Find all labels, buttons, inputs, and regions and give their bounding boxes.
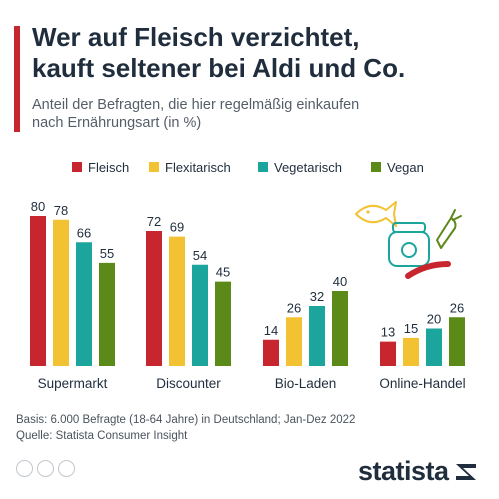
bar-bio-laden-flexitarisch — [286, 317, 302, 366]
bar-supermarkt-vegan — [99, 262, 115, 366]
chart-title-line-2: kauft seltener bei Aldi und Co. — [32, 53, 406, 83]
value-label-discounter-flexitarisch: 69 — [170, 220, 184, 235]
value-label-supermarkt-vegan: 55 — [100, 246, 114, 261]
legend-item-vegan: Vegan — [371, 159, 424, 175]
chart-subtitle-line-1: Anteil der Befragten, die hier regelmäßi… — [32, 97, 360, 113]
equals-icon[interactable] — [58, 460, 75, 477]
bar-online-handel-flexitarisch — [403, 337, 419, 366]
category-label-bio-laden: Bio-Laden — [275, 376, 337, 391]
value-label-discounter-vegan: 45 — [216, 265, 230, 280]
category-label-supermarkt: Supermarkt — [38, 376, 108, 391]
person-icon[interactable] — [37, 460, 54, 477]
bar-online-handel-vegetarisch — [426, 328, 442, 366]
bar-bio-laden-vegan — [332, 291, 348, 366]
value-label-bio-laden-flexitarisch: 26 — [287, 300, 301, 315]
legend-item-flexitarisch: Flexitarisch — [149, 159, 231, 175]
legend-swatch-vegetarisch — [258, 162, 268, 172]
value-label-group: 80 78 66 55 72 69 54 45 14 26 32 40 13 15 20 26 — [31, 199, 464, 340]
bar-group — [30, 216, 465, 366]
chart-subtitle: Anteil der Befragten, die hier regelmäßi… — [32, 96, 487, 132]
value-label-discounter-vegetarisch: 54 — [193, 248, 207, 263]
value-label-online-handel-vegan: 26 — [450, 300, 464, 315]
footer-source: Quelle: Statista Consumer Insight — [16, 430, 188, 442]
bar-online-handel-fleisch — [380, 341, 396, 366]
value-label-bio-laden-fleisch: 14 — [264, 323, 278, 338]
value-label-online-handel-fleisch: 13 — [381, 325, 395, 340]
footer-basis: Basis: 6.000 Befragte (18-64 Jahre) in D… — [16, 414, 356, 426]
chart-title: Wer auf Fleisch verzichtet, kauft selten… — [32, 22, 487, 84]
bar-supermarkt-fleisch — [30, 216, 46, 366]
footer: Basis: 6.000 Befragte (18-64 Jahre) in D… — [16, 412, 355, 444]
category-label-group: Supermarkt Discounter Bio-Laden Online-Hand… — [38, 376, 466, 391]
accent-bar — [14, 26, 20, 132]
legend: Fleisch Flexitarisch Vegetarisch Vegan — [0, 159, 499, 175]
legend-item-vegetarisch: Vegetarisch — [258, 159, 342, 175]
legend-swatch-vegan — [371, 162, 381, 172]
legend-swatch-fleisch — [72, 162, 82, 172]
statista-logo[interactable]: statista — [358, 456, 478, 487]
cc-icon[interactable] — [16, 460, 33, 477]
value-label-supermarkt-fleisch: 80 — [31, 199, 45, 214]
value-label-online-handel-vegetarisch: 20 — [427, 312, 441, 327]
statista-logo-text: statista — [358, 456, 449, 486]
statista-logo-icon — [455, 463, 476, 480]
value-label-bio-laden-vegetarisch: 32 — [310, 289, 324, 304]
value-label-discounter-fleisch: 72 — [147, 214, 161, 229]
bar-discounter-fleisch — [146, 231, 162, 366]
bar-bio-laden-vegetarisch — [309, 306, 325, 366]
bar-supermarkt-vegetarisch — [76, 242, 92, 366]
license-icons — [16, 460, 75, 477]
bar-discounter-vegan — [215, 281, 231, 366]
chart-title-line-1: Wer auf Fleisch verzichtet, — [32, 22, 360, 52]
legend-swatch-flexitarisch — [149, 162, 159, 172]
category-label-online-handel: Online-Handel — [379, 376, 465, 391]
value-label-online-handel-flexitarisch: 15 — [404, 321, 418, 336]
bar-online-handel-vegan — [449, 317, 465, 366]
value-label-bio-laden-vegan: 40 — [333, 274, 347, 289]
chart-subtitle-line-2: nach Ernährungsart (in %) — [32, 115, 202, 131]
legend-label-fleisch: Fleisch — [88, 159, 130, 175]
bar-bio-laden-fleisch — [263, 339, 279, 366]
category-label-discounter: Discounter — [156, 376, 221, 391]
bar-supermarkt-flexitarisch — [53, 219, 69, 366]
value-label-supermarkt-flexitarisch: 78 — [54, 203, 68, 218]
legend-label-vegan: Vegan — [387, 159, 424, 175]
legend-label-vegetarisch: Vegetarisch — [274, 159, 342, 175]
value-label-supermarkt-vegetarisch: 66 — [77, 225, 91, 240]
food-illustration-icon — [355, 201, 462, 279]
bar-discounter-vegetarisch — [192, 264, 208, 366]
bar-discounter-flexitarisch — [169, 236, 185, 366]
legend-label-flexitarisch: Flexitarisch — [165, 159, 231, 175]
legend-item-fleisch: Fleisch — [72, 159, 129, 175]
